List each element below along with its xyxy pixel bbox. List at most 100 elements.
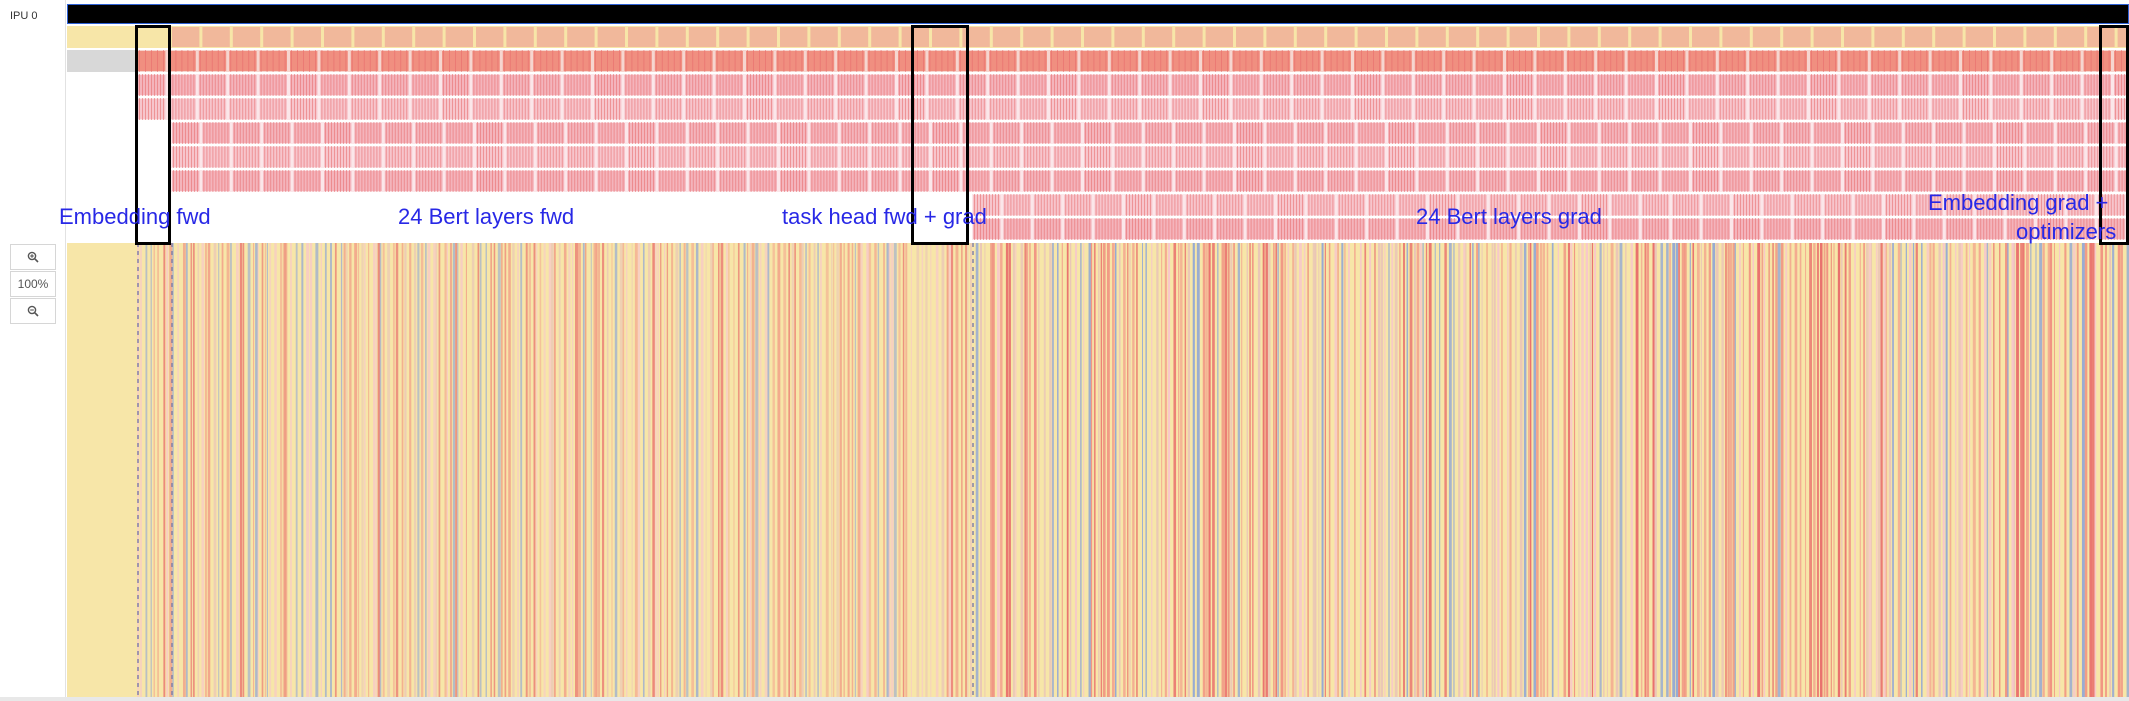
timeline-stripe — [1802, 146, 1804, 168]
timeline-stripe — [1516, 170, 1518, 192]
timeline-stripe — [273, 122, 275, 144]
timeline-stripe — [284, 98, 286, 120]
timeline-stripe — [1011, 98, 1013, 120]
timeline-stripe — [1737, 50, 1739, 72]
timeline-stripe — [1361, 50, 1362, 72]
timeline-stripe — [1718, 218, 1720, 240]
timeline-stripe — [1320, 218, 1322, 240]
timeline-stripe — [2017, 98, 2019, 120]
timeline-stripe — [372, 74, 374, 96]
timeline-stripe — [1163, 122, 1165, 144]
zoom-out-button[interactable] — [10, 298, 56, 324]
timeline-stripe — [1197, 146, 1199, 168]
timeline-lane[interactable] — [67, 170, 2129, 192]
timeline-stripe — [436, 50, 438, 72]
timeline-lane[interactable] — [67, 194, 2129, 216]
timeline-stripe — [646, 74, 648, 96]
timeline-lane[interactable] — [67, 98, 2129, 120]
timeline-stripe — [1042, 170, 1044, 192]
timeline-stripe — [1389, 146, 1390, 168]
timeline-stripe — [2014, 74, 2016, 96]
timeline-stripe — [337, 146, 338, 168]
timeline-stripe — [1389, 170, 1390, 192]
activity-stripe — [145, 243, 148, 698]
timeline-stripe — [1737, 194, 1738, 216]
timeline-stripe — [2016, 218, 2018, 240]
timeline-stripe — [351, 74, 353, 96]
timeline-stripe — [1285, 146, 1287, 168]
timeline-stripe — [2048, 122, 2050, 144]
timeline-stripe — [2025, 194, 2027, 216]
timeline-stripe — [300, 170, 302, 192]
timeline-stripe — [1196, 74, 1198, 96]
timeline-stripe — [260, 50, 262, 72]
timeline-stripe — [802, 146, 803, 168]
timeline-stripe — [1904, 218, 1905, 240]
timeline-stripe — [1893, 170, 1895, 192]
activity-stripe — [1069, 243, 1072, 698]
activity-stripe — [364, 243, 366, 698]
activity-stripe — [1594, 243, 1597, 698]
zoom-in-button[interactable] — [10, 244, 56, 270]
timeline-stripe — [1744, 170, 1746, 192]
timeline-block — [1692, 27, 1720, 47]
timeline-stripe — [1566, 218, 1568, 240]
timeline-stripe — [540, 50, 542, 72]
timeline-stripe — [1336, 98, 1338, 120]
timeline-stripe — [768, 146, 770, 168]
timeline-stripe — [2091, 146, 2093, 168]
timeline-stripe — [1601, 122, 1603, 144]
timeline-lane[interactable] — [67, 218, 2129, 240]
timeline-stripe — [1436, 74, 1438, 96]
timeline-stripe — [1069, 74, 1070, 96]
timeline-stripe — [638, 122, 639, 144]
timeline-stripe — [364, 170, 366, 192]
activity-stripe — [508, 243, 511, 698]
timeline-stripe — [552, 122, 554, 144]
timeline-stripe — [1156, 194, 1158, 216]
timeline-stripe — [1908, 98, 1910, 120]
timeline-stripe — [312, 122, 314, 144]
timeline-stripe — [1285, 170, 1287, 192]
timeline-stripe — [1525, 122, 1527, 144]
timeline-stripe — [1863, 146, 1864, 168]
activity-stripe — [1280, 243, 1284, 698]
timeline-block — [2026, 27, 2054, 47]
timeline-stripe — [1986, 218, 1988, 240]
timeline-stripe — [1318, 98, 1320, 120]
timeline-stripe — [1686, 146, 1688, 168]
timeline-stripe — [2121, 146, 2123, 168]
timeline-stripe — [1060, 74, 1061, 96]
timeline-stripe — [1421, 50, 1423, 72]
timeline-stripe — [655, 74, 657, 96]
timeline-lane[interactable] — [67, 122, 2129, 144]
timeline-stripe — [580, 170, 582, 192]
timeline-stripe — [977, 218, 978, 240]
timeline-stripe — [245, 146, 247, 168]
timeline-stripe — [2075, 170, 2077, 192]
timeline-stripe — [1604, 170, 1606, 192]
timeline-stripe — [2106, 170, 2108, 192]
timeline-lane[interactable] — [67, 50, 2129, 72]
timeline-stripe — [1249, 170, 1250, 192]
activity-stripe — [1090, 243, 1093, 698]
tile-activity-timeline[interactable] — [67, 243, 2129, 698]
timeline-stripe — [1048, 170, 1050, 192]
timeline-stripe — [582, 50, 584, 72]
timeline-lane[interactable] — [67, 74, 2129, 96]
timeline-stripe — [1433, 218, 1434, 240]
timeline-lane[interactable] — [67, 26, 2129, 48]
timeline-stripe — [1984, 170, 1986, 192]
timeline-lane[interactable] — [67, 146, 2129, 168]
timeline-stripe — [980, 98, 982, 120]
timeline-stripe — [822, 98, 824, 120]
timeline-stripe — [336, 98, 338, 120]
activity-stripe — [539, 243, 542, 698]
timeline-stripe — [1039, 122, 1041, 144]
timeline-stripe — [978, 146, 980, 168]
activity-stripe — [1640, 243, 1643, 698]
timeline-stripe — [1859, 50, 1861, 72]
timeline-stripe — [841, 122, 843, 144]
overview-bar[interactable] — [67, 4, 2129, 24]
timeline-stripe — [1854, 170, 1855, 192]
